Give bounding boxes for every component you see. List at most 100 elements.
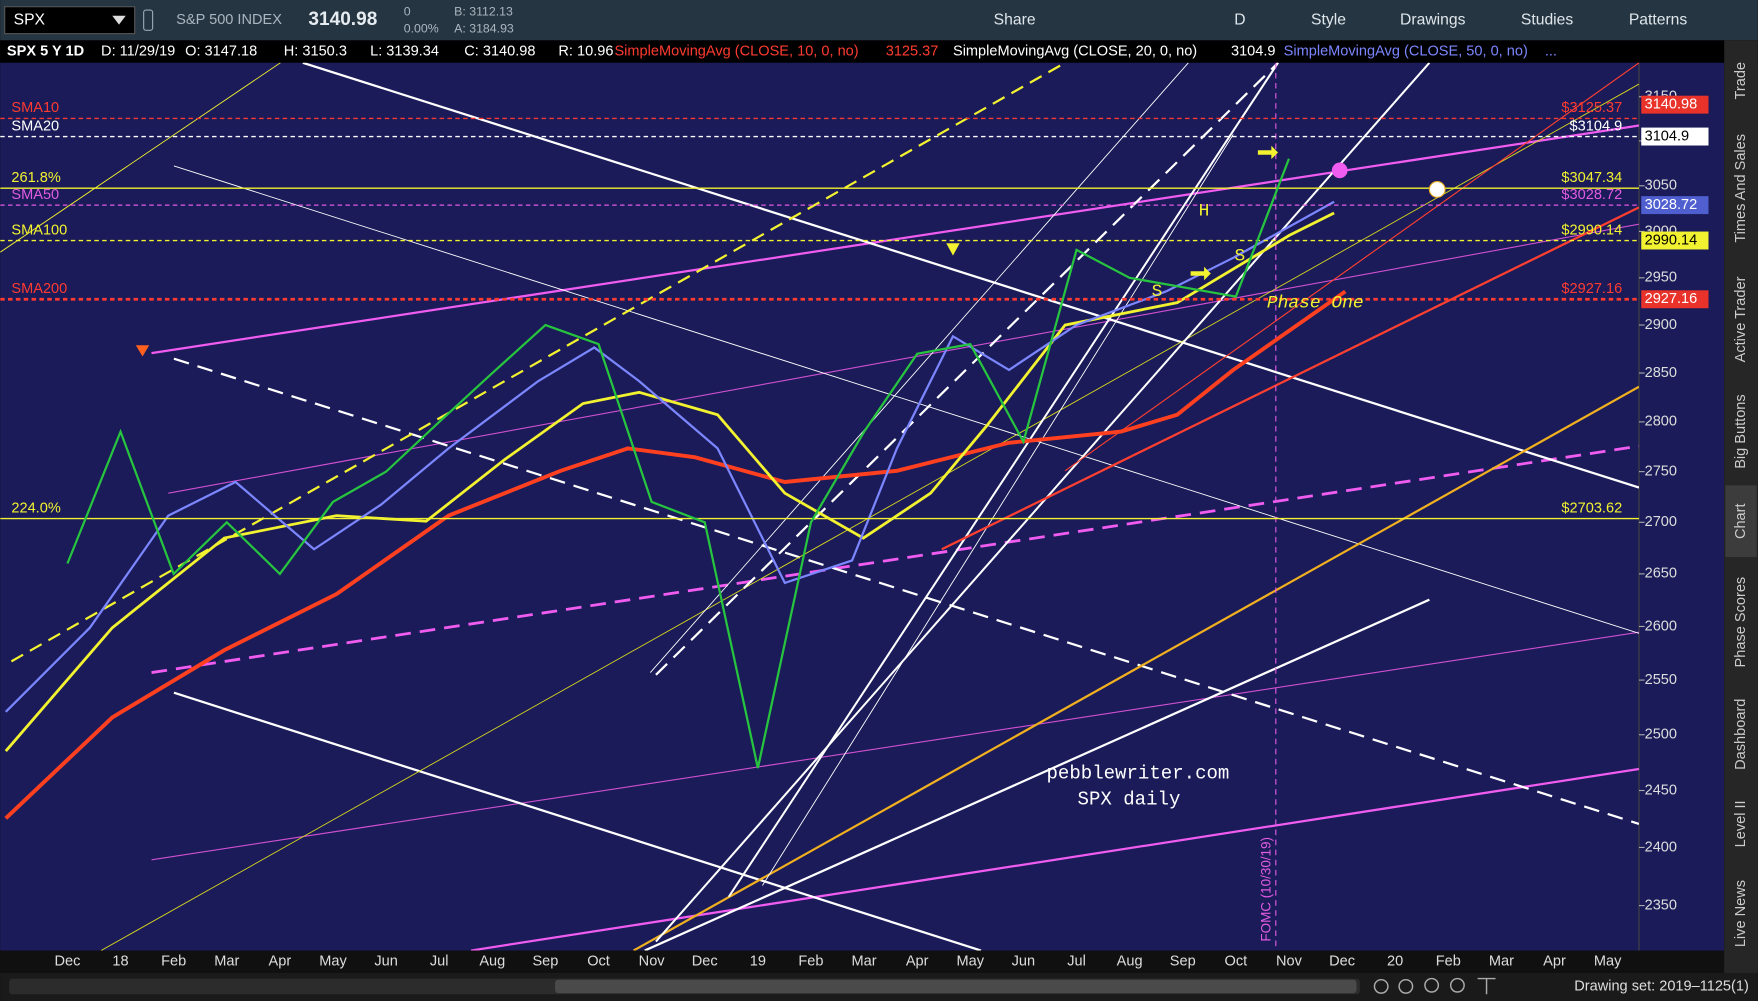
scroll-thumb[interactable]	[555, 979, 1357, 994]
sma200-curve	[4, 289, 1347, 820]
active-tab[interactable]	[1725, 485, 1757, 558]
x-tick-label: Feb	[161, 954, 186, 970]
x-tick-label: Dec	[1329, 954, 1355, 970]
info-item: R: 10.96	[558, 43, 613, 59]
pattern-shoulder: S	[1235, 246, 1246, 266]
trendline	[762, 134, 1234, 886]
price-badge	[1641, 127, 1709, 146]
marker-arrow	[946, 243, 960, 256]
tool-icon[interactable]	[1424, 977, 1440, 993]
symbol-box[interactable]	[4, 6, 136, 35]
tool-icon[interactable]	[1398, 978, 1414, 994]
trendline	[632, 385, 1639, 951]
sma50-curve	[4, 200, 1335, 713]
level-price: $3028.72	[1561, 187, 1622, 203]
marker-arrow	[1190, 266, 1211, 281]
toolbar-button[interactable]: Patterns	[1629, 11, 1688, 28]
trendline	[302, 62, 1639, 489]
study-label: SimpleMovingAvg (CLOSE, 50, 0, no)	[1284, 43, 1528, 59]
toolbar-button[interactable]: Style	[1311, 11, 1346, 28]
level-name: 224.0%	[11, 500, 60, 516]
sidebar-tab[interactable]: Trade	[1733, 62, 1749, 100]
x-tick-label: Jul	[430, 954, 449, 970]
description: S&P 500 INDEX	[176, 12, 282, 28]
watermark: pebblewriter.com	[1046, 762, 1229, 784]
level-name: SMA10	[11, 100, 59, 116]
sidebar-tab[interactable]: Chart	[1733, 503, 1749, 539]
x-tick-label: 19	[750, 954, 766, 970]
y-tick-label: 2750	[1645, 463, 1677, 479]
pattern-head: H	[1199, 201, 1210, 221]
toolbar-button[interactable]: Share	[994, 11, 1036, 28]
info-item: L: 3139.34	[370, 43, 439, 59]
price-badge-text: 2927.16	[1645, 291, 1698, 307]
sidebar-tab[interactable]: Active Trader	[1733, 276, 1749, 362]
price-badge-text: 2990.14	[1645, 232, 1698, 248]
x-tick-label: 20	[1387, 954, 1403, 970]
symbol: SPX	[14, 11, 46, 28]
zoom-tools	[1373, 977, 1496, 995]
trendline	[173, 357, 1639, 825]
x-tick-label: Feb	[798, 954, 823, 970]
info-bar	[0, 40, 1758, 63]
x-tick-label: May	[957, 954, 985, 970]
sidebar-tab[interactable]: Live News	[1733, 880, 1749, 947]
toolbar-button[interactable]: Studies	[1521, 11, 1573, 28]
x-tick-label: May	[1594, 954, 1622, 970]
x-tick-label: Dec	[692, 954, 718, 970]
trendline	[649, 62, 1189, 673]
study-label: SimpleMovingAvg (CLOSE, 20, 0, no)	[953, 43, 1197, 59]
event-label: FOMC (10/30/19)	[1258, 837, 1273, 942]
x-tick-label: Aug	[1117, 954, 1143, 970]
x-tick-label: Feb	[1436, 954, 1461, 970]
tool-icon[interactable]	[1449, 977, 1465, 993]
y-tick-label: 2850	[1645, 365, 1677, 381]
drawing-set: Drawing set: 2019–1125(1)	[1574, 978, 1749, 994]
dropdown-icon[interactable]	[112, 15, 126, 25]
y-tick-label: 3050	[1645, 178, 1677, 194]
marker-dot	[1428, 181, 1446, 198]
x-axis-bar	[0, 950, 1725, 973]
sidebar-tab[interactable]: Big Buttons	[1733, 394, 1749, 468]
x-tick-label: Apr	[906, 954, 929, 970]
tool-icon[interactable]	[1477, 977, 1496, 995]
x-tick-label: Sep	[1170, 954, 1196, 970]
tool-icon[interactable]	[1373, 978, 1389, 994]
price-line	[66, 158, 1291, 769]
x-tick-label: Mar	[852, 954, 877, 970]
change-pct: 0.00%	[404, 21, 439, 35]
y-tick-label: 2550	[1645, 672, 1677, 688]
trendline	[1064, 62, 1639, 472]
study-value: ...	[1545, 43, 1557, 59]
trendlines	[0, 62, 1639, 951]
sidebar-tab[interactable]: Times And Sales	[1733, 134, 1749, 243]
trendline	[0, 62, 281, 253]
trendline	[173, 165, 1639, 634]
x-tick-label: Dec	[54, 954, 80, 970]
x-tick-label: Jul	[1067, 954, 1086, 970]
x-tick-label: Mar	[214, 954, 239, 970]
trendline	[655, 62, 1431, 943]
ask: A: 3184.93	[454, 21, 514, 35]
link-icon[interactable]	[143, 9, 154, 31]
sidebar-tab[interactable]: Phase Scores	[1733, 577, 1749, 668]
last-price-badge	[1641, 95, 1709, 114]
info-item: D: 11/29/19	[101, 43, 175, 59]
level-price: $3104.9	[1570, 118, 1623, 134]
y-tick-label: 2950	[1645, 270, 1677, 286]
sidebar-tab[interactable]: Dashboard	[1733, 699, 1749, 770]
toolbar-button[interactable]: Drawings	[1400, 11, 1466, 28]
toolbar-button[interactable]: D	[1234, 11, 1245, 28]
x-tick-label: Oct	[587, 954, 610, 970]
trendline	[151, 631, 1639, 861]
level-name: SMA200	[11, 281, 67, 297]
price-badge	[1641, 231, 1709, 250]
price-badge	[1641, 290, 1709, 309]
trendline	[168, 223, 1639, 494]
level-name: 261.8%	[11, 170, 60, 186]
sidebar-tab[interactable]: Level II	[1733, 800, 1749, 847]
marker-arrow	[135, 345, 150, 357]
change: 0	[404, 5, 411, 19]
info-item: C: 3140.98	[464, 43, 535, 59]
